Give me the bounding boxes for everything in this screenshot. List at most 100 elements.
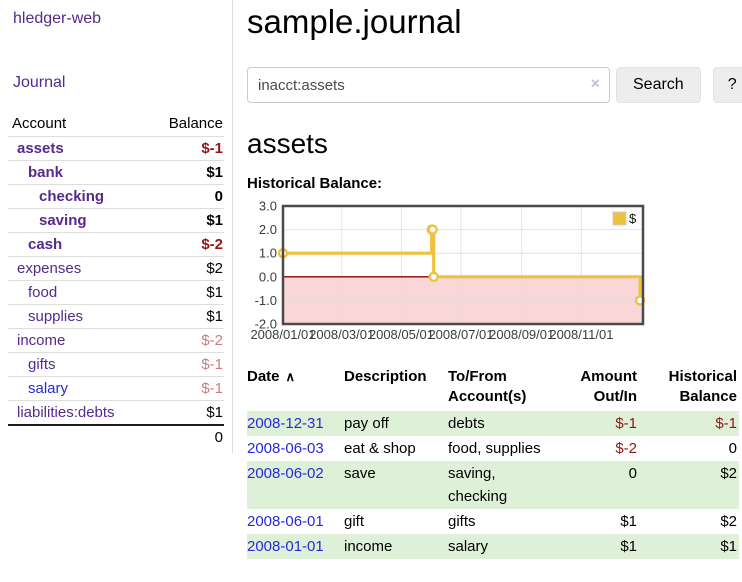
account-name-cell: liabilities:debts <box>8 400 147 425</box>
main-content: sample.journal × Search ? assets Histori… <box>233 0 742 569</box>
register-date-link[interactable]: 2008-01-01 <box>247 538 324 555</box>
register-date-cell: 2008-01-01 <box>247 534 344 559</box>
register-col-accounts: To/From Account(s) <box>448 368 527 405</box>
register-row: 2008-01-01 income salary $1 $1 <box>247 534 739 559</box>
legend-label: $ <box>629 211 637 226</box>
svg-text:-1.0: -1.0 <box>255 293 277 308</box>
register-date-link[interactable]: 2008-06-03 <box>247 440 324 457</box>
accounts-total-spacer <box>8 424 147 449</box>
account-row: food $1 <box>8 280 224 305</box>
account-row: checking 0 <box>8 184 224 209</box>
register-amount-cell: $-1 <box>615 415 637 432</box>
sidebar-account-link[interactable]: liabilities:debts <box>17 404 115 421</box>
account-name-cell: food <box>8 280 147 305</box>
account-name-cell: checking <box>8 184 147 209</box>
sidebar-account-link[interactable]: assets <box>17 140 64 157</box>
chart-svg: 3.0 2.0 1.0 0.0 -1.0 -2.02008/01/012008/03/01… <box>250 201 646 342</box>
account-name-cell: supplies <box>8 304 147 329</box>
page: hledger-web Journal Account Balance asse… <box>8 0 742 569</box>
account-row: supplies $1 <box>8 304 224 329</box>
account-balance: $2 <box>146 256 224 281</box>
clear-search-icon[interactable]: × <box>590 75 600 93</box>
historical-balance-chart[interactable]: 3.0 2.0 1.0 0.0 -1.0 -2.0 2008/01/01 2008/03/01… <box>247 201 742 345</box>
register-accounts-cell: debts <box>448 415 485 432</box>
sidebar-account-link[interactable]: supplies <box>28 308 84 325</box>
register-accounts-cell: gifts <box>448 513 476 530</box>
account-name-cell: income <box>8 328 147 353</box>
register-row: 2008-12-31 pay off debts $-1 $-1 <box>247 411 739 436</box>
search-button[interactable]: Search <box>616 67 701 103</box>
accounts-total-row: 0 <box>8 424 224 449</box>
chart-label: Historical Balance: <box>247 175 383 192</box>
account-balance: 0 <box>146 184 224 209</box>
register-description-cell: gift <box>344 513 365 530</box>
sidebar-item-journal[interactable]: Journal <box>13 74 66 91</box>
register-balance-cell: $2 <box>720 465 737 482</box>
account-name-cell: expenses <box>8 256 147 281</box>
account-row: liabilities:debts $1 <box>8 400 224 425</box>
svg-text:2008/05/01: 2008/05/01 <box>369 327 434 342</box>
register-table: Date ∧ Description To/From Account(s) Amo… <box>247 365 739 559</box>
register-description-cell: income <box>344 538 393 555</box>
register-date-cell: 2008-06-03 <box>247 436 344 461</box>
sidebar-account-link[interactable]: checking <box>39 188 105 205</box>
register-amount-cell: $1 <box>620 513 637 530</box>
accounts-col-account: Account <box>12 115 67 132</box>
legend-swatch <box>612 211 627 226</box>
register-accounts-cell: saving, checking <box>448 465 508 505</box>
search-input-wrap: × <box>247 67 610 103</box>
account-balance: $-2 <box>146 232 224 257</box>
svg-text:2008/09/01: 2008/09/01 <box>489 327 554 342</box>
search-form: × Search ? <box>247 67 742 103</box>
svg-text:1.0: 1.0 <box>259 246 277 261</box>
sidebar-account-link[interactable]: salary <box>28 380 69 397</box>
svg-text:0.0: 0.0 <box>259 269 277 284</box>
sidebar-account-link[interactable]: expenses <box>17 260 82 277</box>
account-title: assets <box>247 128 328 159</box>
register-col-date-label: Date <box>247 368 280 385</box>
account-name-cell: saving <box>8 208 147 233</box>
account-balance: $-1 <box>146 376 224 401</box>
account-row: bank $1 <box>8 160 224 185</box>
sort-asc-icon: ∧ <box>285 369 296 384</box>
register-row: 2008-06-02 save saving, checking 0 $2 <box>247 461 739 509</box>
account-row: gifts $-1 <box>8 352 224 377</box>
app-title-link[interactable]: hledger-web <box>13 10 102 27</box>
account-balance: $1 <box>146 208 224 233</box>
register-date-link[interactable]: 2008-12-31 <box>247 415 324 432</box>
register-date-link[interactable]: 2008-06-02 <box>247 465 324 482</box>
register-date-link[interactable]: 2008-06-01 <box>247 513 324 530</box>
accounts-header-row: Account Balance <box>8 112 224 137</box>
account-balance: $1 <box>146 400 224 425</box>
svg-text:2008/03/01: 2008/03/01 <box>309 327 374 342</box>
register-date-cell: 2008-06-02 <box>247 461 344 509</box>
sidebar-account-link[interactable]: cash <box>28 236 63 253</box>
svg-text:2008/07/01: 2008/07/01 <box>428 327 493 342</box>
account-name-cell: assets <box>8 136 147 161</box>
account-name-cell: salary <box>8 376 147 401</box>
svg-text:-2.0: -2.0 <box>255 317 277 332</box>
register-balance-cell: $2 <box>720 513 737 530</box>
register-accounts-cell: salary <box>448 538 489 555</box>
account-row: assets $-1 <box>8 136 224 161</box>
account-balance: $1 <box>146 304 224 329</box>
register-description-cell: save <box>344 465 376 482</box>
account-name-cell: bank <box>8 160 147 185</box>
account-balance: $1 <box>146 280 224 305</box>
svg-text:3.0: 3.0 <box>259 201 277 214</box>
sidebar-account-link[interactable]: income <box>17 332 66 349</box>
account-row: expenses $2 <box>8 256 224 281</box>
sidebar-account-link[interactable]: gifts <box>28 356 56 373</box>
help-button[interactable]: ? <box>712 67 742 103</box>
search-input[interactable] <box>247 67 610 103</box>
register-col-description: Description <box>344 368 427 385</box>
sidebar-account-link[interactable]: saving <box>39 212 87 229</box>
account-name-cell: cash <box>8 232 147 257</box>
account-balance: $-2 <box>146 328 224 353</box>
sidebar-account-link[interactable]: bank <box>28 164 64 181</box>
sidebar-account-link[interactable]: food <box>28 284 58 301</box>
register-col-balance: Historical Balance <box>668 368 737 405</box>
register-col-date[interactable]: Date ∧ <box>247 365 344 411</box>
register-amount-cell: $1 <box>620 538 637 555</box>
register-date-cell: 2008-06-01 <box>247 509 344 534</box>
